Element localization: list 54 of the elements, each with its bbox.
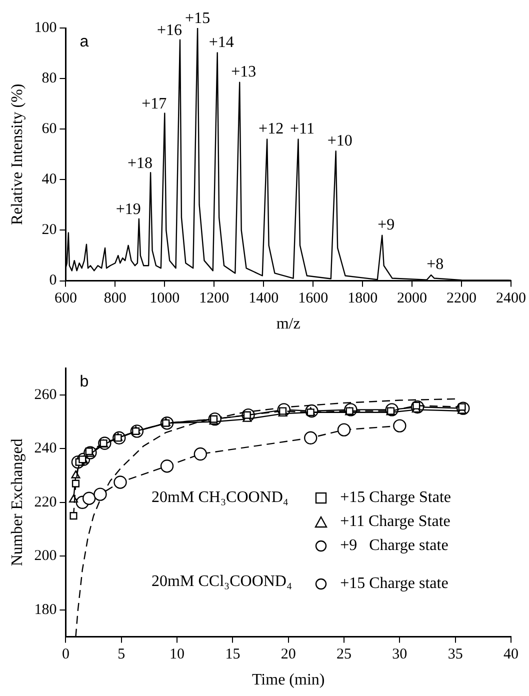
legend-label: +15 Charge State	[340, 488, 451, 508]
annotation: b	[80, 373, 89, 390]
y-tick-label: 0	[49, 272, 57, 289]
y-tick-label: 100	[34, 20, 57, 36]
y-tick-label: 40	[42, 172, 57, 188]
annotation: +18	[128, 154, 153, 172]
annotation: +11	[290, 120, 314, 138]
annotation: +17	[142, 95, 167, 112]
x-tick-label: 0	[62, 646, 70, 663]
annotation: a	[80, 33, 89, 50]
annotation: +9	[378, 216, 395, 234]
x-tick-label: 20	[280, 646, 296, 663]
y-tick-label: 240	[34, 440, 57, 457]
x-tick-label: 2000	[397, 290, 428, 307]
annotation: +8	[426, 256, 444, 274]
y-axis-title: Relative Intensity (%)	[8, 84, 26, 226]
legend-label: +11 Charge State	[340, 512, 450, 532]
annotation: +14	[208, 34, 234, 51]
annotation: 20mM CCl₃COOND₄	[152, 572, 292, 592]
y-tick-label: 260	[34, 386, 57, 403]
x-tick-label: 1200	[199, 290, 230, 307]
x-tick-label: 15	[225, 646, 240, 663]
x-tick-label: 10	[170, 646, 185, 663]
legend-label: +15 Charge state	[340, 574, 448, 594]
x-tick-label: 2400	[496, 290, 526, 307]
x-tick-label: 40	[504, 646, 518, 663]
y-tick-label: 80	[42, 70, 57, 86]
x-tick-label: 35	[448, 646, 463, 663]
annotation: +10	[327, 132, 352, 150]
annotation: +12	[258, 120, 284, 138]
annotation: +16	[156, 22, 182, 40]
x-tick-label: 1600	[298, 290, 328, 307]
x-tick-label: 1800	[348, 290, 378, 307]
legend-label: +9 Charge state	[340, 536, 448, 556]
y-tick-label: 200	[34, 548, 57, 564]
annotation: +19	[116, 201, 141, 218]
x-tick-label: 800	[104, 290, 126, 307]
y-tick-label: 20	[42, 222, 57, 238]
x-tick-label: 1400	[248, 290, 279, 307]
x-tick-label: 25	[336, 646, 352, 663]
x-tick-label: 30	[392, 646, 408, 663]
x-tick-label: 5	[118, 646, 126, 663]
annotation: +13	[231, 64, 256, 81]
annotation: 20mM CH₃COOND₄	[152, 488, 290, 508]
x-axis-title: m/z	[276, 316, 300, 333]
y-tick-label: 220	[34, 494, 57, 510]
x-tick-label: 1000	[150, 290, 180, 307]
y-tick-label: 180	[34, 602, 57, 618]
y-tick-label: 60	[42, 121, 57, 138]
x-tick-label: 2200	[446, 290, 477, 307]
annotation: +15	[185, 10, 210, 28]
x-tick-label: 600	[54, 290, 77, 307]
y-axis-title: Number Exchanged	[8, 438, 26, 566]
x-axis-title: Time (min)	[252, 672, 325, 689]
